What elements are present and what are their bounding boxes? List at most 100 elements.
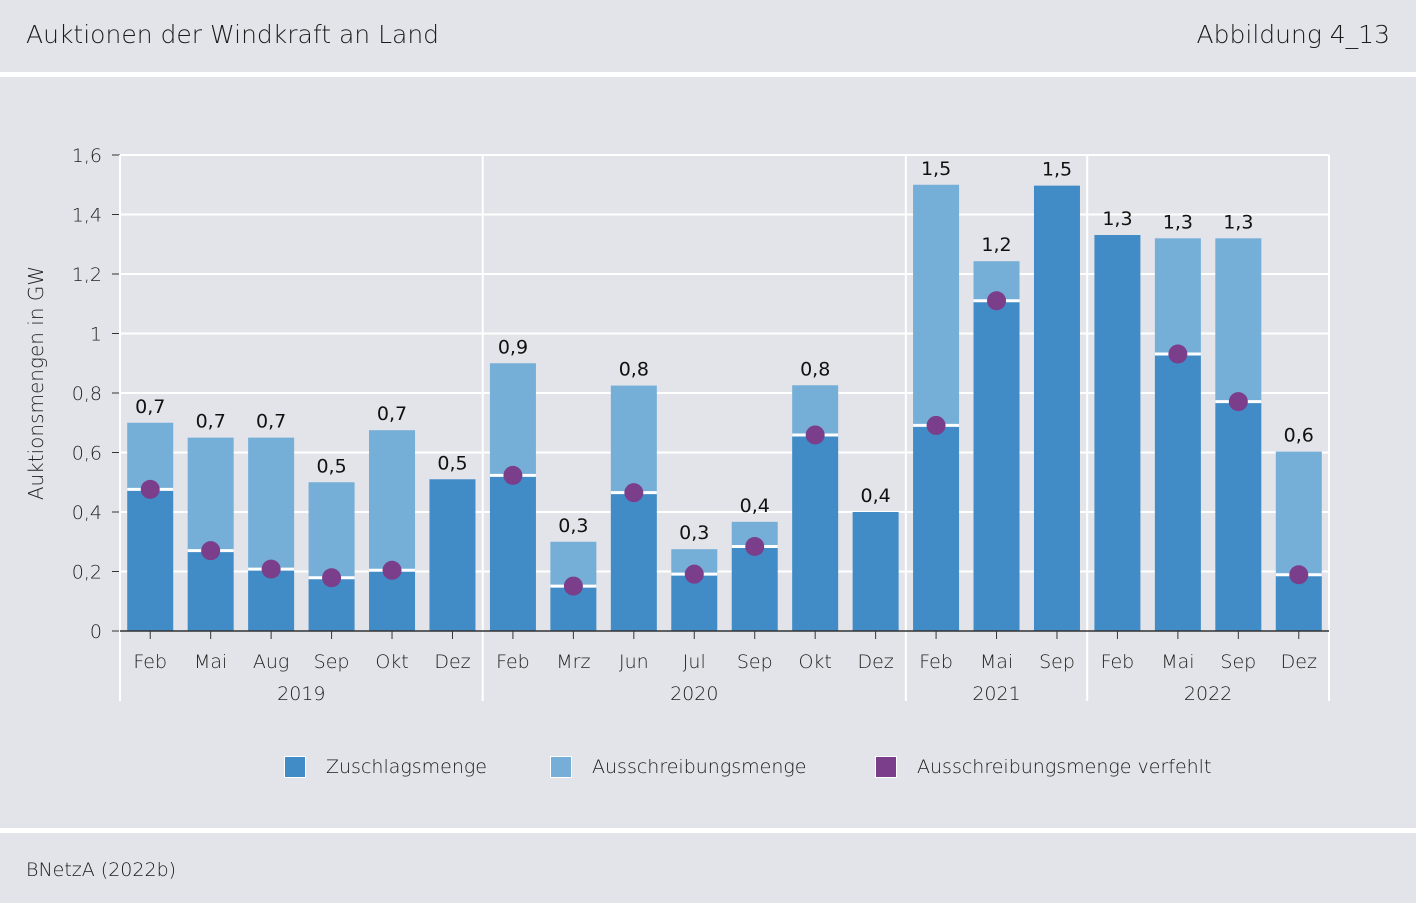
data-label: 1,5 bbox=[921, 158, 951, 180]
y-tick-label: 1 bbox=[90, 324, 102, 346]
y-tick-label: 0,4 bbox=[72, 502, 102, 524]
marker-verfehlt bbox=[926, 415, 946, 435]
y-tick-label: 0,2 bbox=[72, 562, 102, 584]
legend-label-zuschlagsmenge: Zuschlagsmenge bbox=[326, 756, 487, 778]
bar-zuschlagsmenge bbox=[913, 425, 960, 631]
x-tick-label: Mai bbox=[194, 651, 227, 673]
bar-ausschreibungsmenge bbox=[369, 430, 416, 571]
x-tick-label: Aug bbox=[253, 651, 289, 673]
bar-zuschlagsmenge bbox=[1033, 185, 1080, 631]
legend-label-ausschreibungsmenge: Ausschreibungsmenge bbox=[592, 756, 807, 778]
bar-ausschreibungsmenge bbox=[1154, 238, 1201, 355]
x-tick-label: Sep bbox=[314, 651, 350, 673]
data-label: 0,7 bbox=[256, 411, 286, 433]
x-tick-label: Dez bbox=[434, 651, 470, 673]
legend-swatch-ausschreibungsmenge bbox=[550, 756, 572, 778]
x-tick-label: Okt bbox=[798, 651, 831, 673]
x-tick-label: Sep bbox=[1220, 651, 1256, 673]
y-axis-label: Auktionsmengen in GW bbox=[24, 266, 48, 500]
data-label: 0,5 bbox=[437, 452, 467, 474]
bar-zuschlagsmenge bbox=[1215, 401, 1262, 631]
marker-verfehlt bbox=[684, 564, 704, 584]
footer-divider bbox=[0, 828, 1416, 833]
data-label: 0,4 bbox=[740, 495, 770, 517]
legend-item-zuschlagsmenge: Zuschlagsmenge bbox=[284, 756, 487, 778]
bar-zuschlagsmenge bbox=[973, 300, 1020, 631]
bar-zuschlagsmenge bbox=[489, 475, 536, 631]
bar-zuschlagsmenge bbox=[610, 492, 657, 631]
data-label: 1,5 bbox=[1042, 159, 1072, 181]
data-label: 1,2 bbox=[981, 234, 1011, 256]
marker-verfehlt bbox=[503, 465, 523, 485]
bar-ausschreibungsmenge bbox=[913, 184, 960, 426]
bar-zuschlagsmenge bbox=[852, 512, 899, 631]
x-tick-label: Sep bbox=[1039, 651, 1075, 673]
header-divider bbox=[0, 72, 1416, 77]
legend-label-verfehlt: Ausschreibungsmenge verfehlt bbox=[917, 756, 1212, 778]
marker-verfehlt bbox=[261, 559, 281, 579]
data-label: 0,7 bbox=[377, 403, 407, 425]
marker-verfehlt bbox=[805, 425, 825, 445]
x-tick-label: Mai bbox=[1161, 651, 1194, 673]
bar-zuschlagsmenge bbox=[187, 550, 234, 631]
figure-number: Abbildung 4_13 bbox=[1196, 20, 1390, 49]
x-tick-label: Feb bbox=[133, 651, 167, 673]
x-tick-label: Okt bbox=[375, 651, 408, 673]
data-label: 0,7 bbox=[196, 411, 226, 433]
legend-item-verfehlt: Ausschreibungsmenge verfehlt bbox=[875, 756, 1211, 778]
chart-header: Auktionen der Windkraft an Land Abbildun… bbox=[0, 0, 1416, 72]
y-tick-label: 1,2 bbox=[72, 264, 102, 286]
bar-ausschreibungsmenge bbox=[1275, 451, 1322, 575]
marker-verfehlt bbox=[140, 479, 160, 499]
data-label: 0,3 bbox=[558, 515, 588, 537]
data-label: 1,3 bbox=[1223, 211, 1253, 233]
marker-verfehlt bbox=[322, 568, 342, 588]
y-tick-label: 0,6 bbox=[72, 443, 102, 465]
bar-ausschreibungsmenge bbox=[248, 437, 295, 570]
marker-verfehlt bbox=[745, 537, 765, 557]
marker-verfehlt bbox=[382, 560, 402, 580]
marker-verfehlt bbox=[624, 483, 644, 503]
legend-item-ausschreibungsmenge: Ausschreibungsmenge bbox=[550, 756, 806, 778]
marker-verfehlt bbox=[987, 291, 1007, 311]
data-label: 1,3 bbox=[1163, 211, 1193, 233]
x-tick-label: Mai bbox=[980, 651, 1013, 673]
chart-legend: Zuschlagsmenge Ausschreibungsmenge Aussc… bbox=[0, 756, 1416, 786]
y-tick-label: 1,4 bbox=[72, 205, 102, 227]
bar-chart: 0 0,2 0,4 0,6 0,8 1 1,2 1,4 1,6 0,7 Feb 0,7 Mai 0,7 Au… bbox=[24, 145, 1330, 705]
bar-zuschlagsmenge bbox=[1154, 354, 1201, 631]
x-group-label: 2022 bbox=[1184, 683, 1232, 705]
x-group-label: 2019 bbox=[277, 683, 325, 705]
legend-swatch-verfehlt bbox=[875, 756, 897, 778]
data-label: 0,3 bbox=[679, 522, 709, 544]
bar-zuschlagsmenge bbox=[248, 569, 295, 631]
data-label: 0,5 bbox=[316, 455, 346, 477]
data-label: 0,7 bbox=[135, 396, 165, 418]
source-note: BNetzA (2022b) bbox=[26, 859, 177, 881]
y-tick-label: 1,6 bbox=[72, 145, 102, 167]
bar-ausschreibungsmenge bbox=[187, 437, 234, 551]
bar-zuschlagsmenge bbox=[127, 489, 174, 631]
marker-verfehlt bbox=[563, 576, 583, 596]
y-tick-label: 0,8 bbox=[72, 383, 102, 405]
marker-verfehlt bbox=[1168, 344, 1188, 364]
bar-zuschlagsmenge bbox=[429, 479, 476, 631]
chart-title: Auktionen der Windkraft an Land bbox=[26, 20, 440, 49]
data-label: 0,9 bbox=[498, 336, 528, 358]
marker-verfehlt bbox=[1289, 565, 1309, 585]
data-label: 1,3 bbox=[1102, 208, 1132, 230]
x-tick-label: Dez bbox=[1281, 651, 1317, 673]
bar-ausschreibungsmenge bbox=[308, 482, 355, 578]
y-tick-label: 0 bbox=[90, 621, 102, 643]
x-tick-label: Jul bbox=[683, 651, 706, 673]
x-tick-label: Feb bbox=[496, 651, 530, 673]
data-label: 0,8 bbox=[619, 359, 649, 381]
x-tick-label: Feb bbox=[1101, 651, 1135, 673]
x-tick-label: Dez bbox=[857, 651, 893, 673]
bar-zuschlagsmenge bbox=[369, 570, 416, 631]
bar-ausschreibungsmenge bbox=[610, 385, 657, 493]
x-tick-label: Jun bbox=[619, 651, 649, 673]
x-tick-label: Mrz bbox=[556, 651, 590, 673]
x-group-label: 2021 bbox=[972, 683, 1020, 705]
marker-verfehlt bbox=[1228, 392, 1248, 412]
